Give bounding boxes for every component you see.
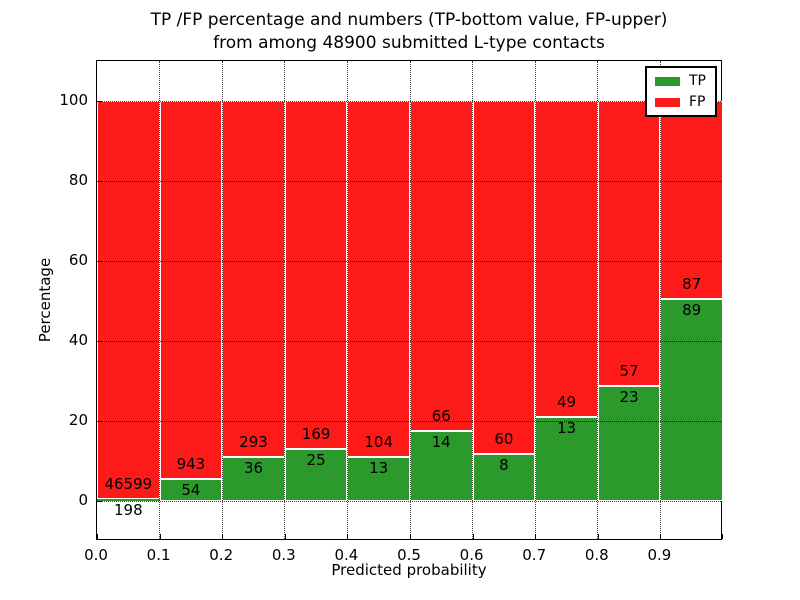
y-tick-label: 40 bbox=[68, 330, 88, 349]
bar-labels-layer: 46599 198 943 54 293 36 169 25 104 13 66 14 60 8 49 13 5… bbox=[97, 61, 721, 539]
tp-count-label: 13 bbox=[556, 419, 577, 438]
fp-count-label: 57 bbox=[619, 362, 639, 380]
y-tick-mark bbox=[97, 180, 102, 182]
y-tick-label: 20 bbox=[68, 410, 88, 429]
x-tick-mark bbox=[410, 534, 411, 539]
x-tick-label: 0.0 bbox=[84, 546, 108, 564]
x-tick-label: 0.5 bbox=[397, 546, 421, 564]
fp-count-label: 169 bbox=[301, 425, 331, 444]
bar-segment-fp bbox=[535, 101, 598, 418]
x-tick-mark bbox=[722, 534, 723, 539]
y-tick-mark bbox=[97, 500, 102, 502]
vertical-gridline bbox=[221, 61, 223, 539]
bars-layer bbox=[97, 61, 723, 539]
vertical-gridline bbox=[409, 61, 411, 539]
bar-segment-tp bbox=[410, 431, 473, 501]
plot-area: 46599 198 943 54 293 36 169 25 104 13 66 14 60 8 49 13 5… bbox=[96, 60, 723, 540]
tp-count-label: 54 bbox=[181, 481, 201, 500]
bar-segment-fp bbox=[284, 101, 348, 450]
legend-row: FP bbox=[655, 95, 706, 109]
bar-segment-fp bbox=[222, 101, 285, 458]
tp-count-label: 23 bbox=[619, 388, 639, 406]
x-tick-mark bbox=[597, 534, 599, 539]
tp-count-label: 14 bbox=[431, 433, 451, 451]
x-tick-mark bbox=[159, 534, 161, 539]
tp-count-label: 25 bbox=[306, 451, 326, 470]
horizontal-gridline bbox=[97, 501, 721, 502]
x-tick-mark bbox=[284, 534, 286, 539]
tp-legend-swatch bbox=[655, 76, 680, 86]
y-tick-mark bbox=[97, 100, 102, 102]
horizontal-gridline bbox=[97, 421, 721, 422]
fp-legend-swatch bbox=[655, 97, 680, 107]
y-tick-label: 80 bbox=[68, 170, 88, 189]
vertical-gridline bbox=[659, 61, 661, 539]
x-tick-mark bbox=[347, 534, 349, 539]
chart-title: TP /FP percentage and numbers (TP-bottom… bbox=[96, 9, 722, 55]
x-tick-mark bbox=[535, 534, 537, 539]
fp-count-label: 293 bbox=[239, 433, 268, 452]
x-tick-label: 0.1 bbox=[146, 546, 171, 564]
x-tick-label: 0.8 bbox=[584, 546, 609, 564]
x-tick-label: 0.7 bbox=[522, 546, 547, 564]
x-tick-label: 0.6 bbox=[459, 546, 484, 564]
x-axis-label: Predicted probability bbox=[331, 561, 487, 579]
x-tick-label: 0.3 bbox=[271, 546, 296, 564]
legend-label: FP bbox=[689, 94, 706, 110]
horizontal-gridline bbox=[97, 341, 721, 342]
bar-segment-tp bbox=[472, 453, 536, 501]
legend: TP FP bbox=[645, 66, 717, 117]
horizontal-gridline bbox=[97, 101, 721, 102]
fp-count-label: 104 bbox=[364, 432, 394, 451]
vertical-gridline bbox=[346, 61, 348, 539]
fp-count-label: 66 bbox=[431, 407, 451, 425]
x-tick-label: 0.9 bbox=[647, 546, 672, 564]
y-tick-label: 0 bbox=[78, 490, 88, 509]
legend-label: TP bbox=[689, 73, 706, 89]
vertical-gridline bbox=[472, 61, 474, 539]
fp-count-label: 60 bbox=[494, 429, 514, 448]
tp-count-label: 8 bbox=[499, 455, 509, 474]
x-tick-mark bbox=[660, 534, 662, 539]
bar-segment-fp bbox=[660, 101, 723, 299]
bar-segment-tp bbox=[97, 499, 160, 501]
y-tick-label: 100 bbox=[59, 90, 88, 109]
horizontal-gridline bbox=[97, 261, 721, 262]
y-tick-label: 60 bbox=[68, 250, 88, 269]
chart-title-line1: TP /FP percentage and numbers (TP-bottom… bbox=[150, 10, 668, 30]
tp-count-label: 36 bbox=[243, 459, 264, 478]
x-tick-label: 0.4 bbox=[334, 546, 359, 564]
y-tick-mark bbox=[97, 340, 102, 342]
fp-count-label: 87 bbox=[682, 274, 702, 293]
fp-count-label: 943 bbox=[176, 455, 206, 474]
vertical-gridline bbox=[597, 61, 599, 539]
ticks-layer bbox=[97, 61, 723, 539]
x-tick-mark bbox=[222, 534, 224, 539]
bar-segment-fp bbox=[97, 101, 160, 500]
x-tick-label: 0.2 bbox=[209, 546, 234, 564]
fp-count-label: 46599 bbox=[104, 475, 153, 494]
chart-title-line2: from among 48900 submitted L-type contac… bbox=[213, 33, 605, 53]
tp-count-label: 13 bbox=[369, 458, 389, 477]
x-tick-mark bbox=[97, 534, 98, 539]
horizontal-gridline bbox=[97, 181, 721, 182]
vertical-gridline bbox=[534, 61, 536, 539]
y-tick-mark bbox=[97, 420, 102, 422]
y-tick-mark bbox=[97, 260, 102, 262]
vertical-gridline bbox=[284, 61, 286, 539]
grid-layer bbox=[97, 61, 721, 539]
legend-row: TP bbox=[655, 74, 706, 88]
bar-segment-tp bbox=[222, 457, 285, 501]
tp-count-label: 198 bbox=[113, 501, 143, 520]
tp-count-label: 89 bbox=[682, 300, 702, 319]
vertical-gridline bbox=[159, 61, 161, 539]
x-tick-mark bbox=[472, 534, 474, 539]
fp-count-label: 49 bbox=[556, 393, 577, 412]
bar-segment-fp bbox=[472, 101, 536, 454]
